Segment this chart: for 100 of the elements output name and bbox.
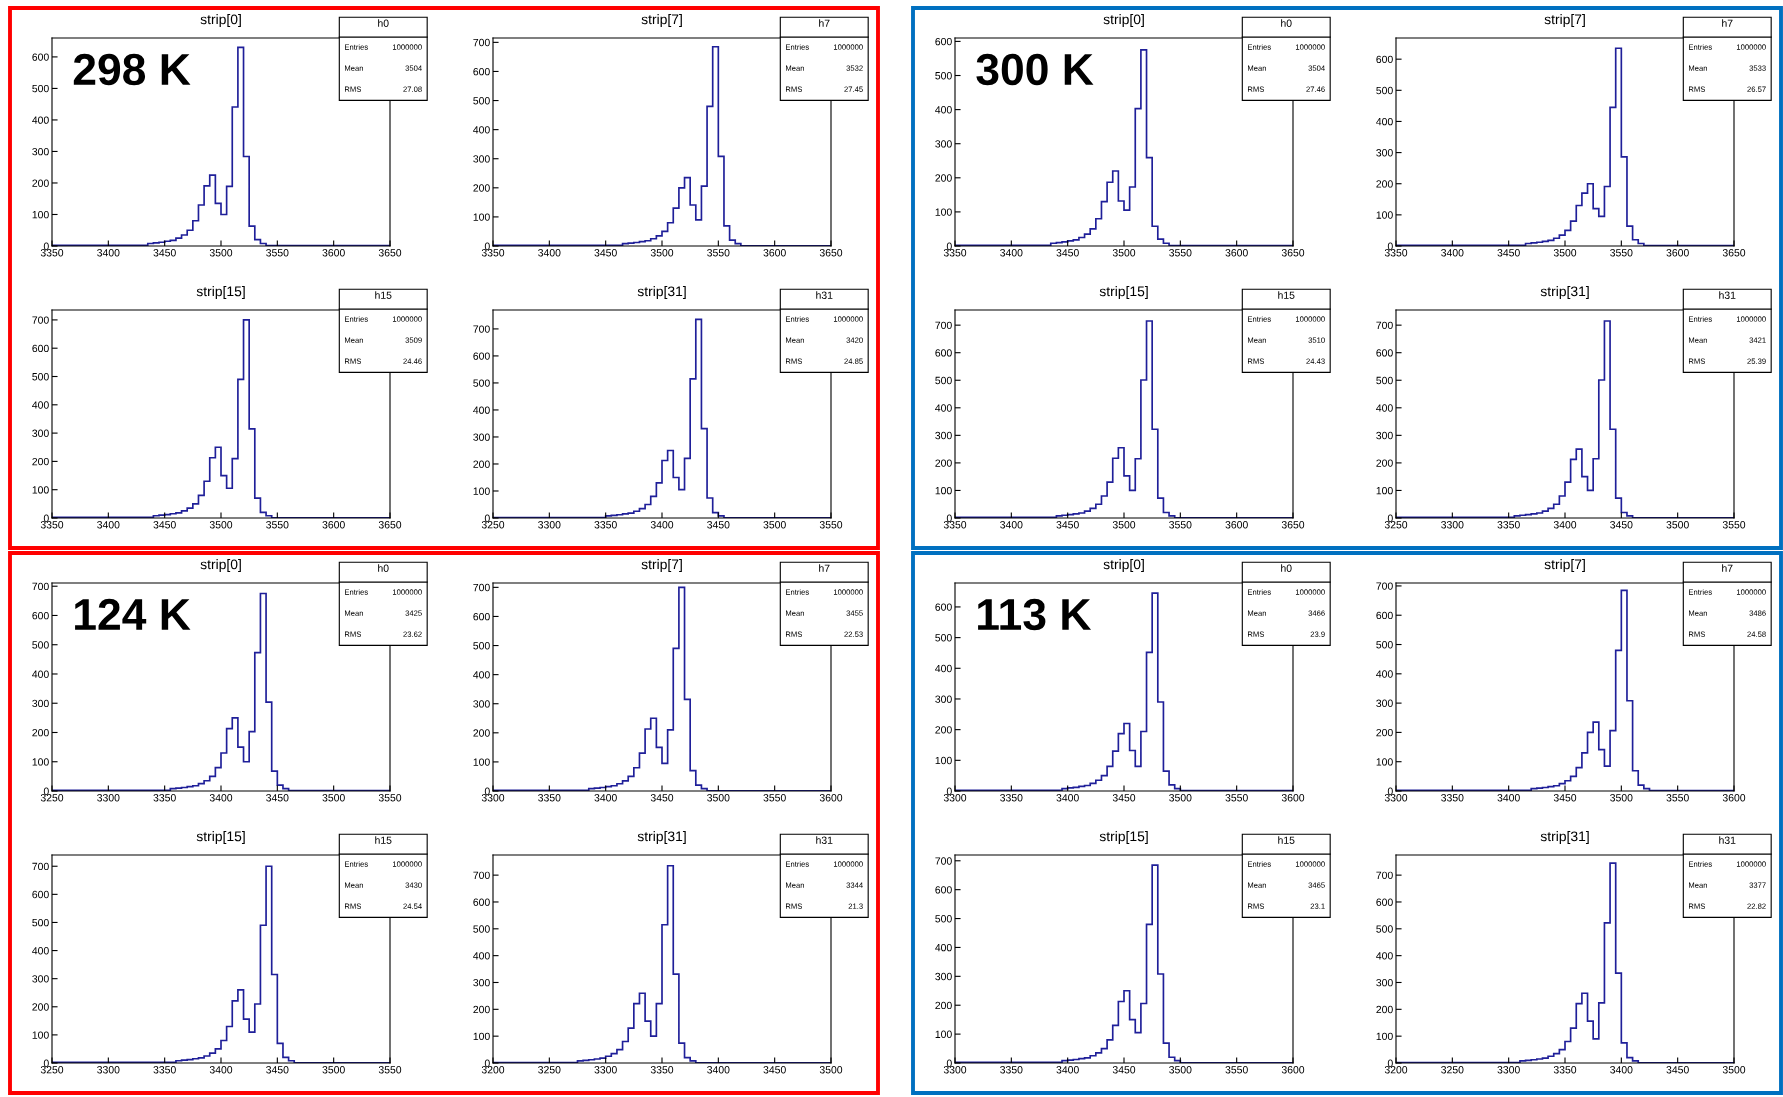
x-tick-label: 3300: [97, 1066, 120, 1074]
x-tick-label: 3250: [1441, 1066, 1464, 1074]
text: h15: [1278, 836, 1295, 844]
chart-title: strip[7]: [1544, 559, 1585, 572]
y-tick-label: 400: [935, 106, 952, 114]
y-tick-label: 400: [935, 404, 952, 412]
x-tick-label: 3400: [1056, 794, 1079, 802]
x-tick-label: 3300: [1497, 1066, 1520, 1074]
x-tick-label: 3550: [707, 249, 730, 257]
y-tick-label: 600: [1376, 611, 1393, 620]
y-tick-label: 300: [32, 147, 49, 156]
y-tick-label: 700: [473, 325, 490, 333]
y-tick-label: 300: [935, 695, 952, 703]
x-tick-label: 3350: [594, 521, 617, 529]
y-tick-label: 600: [1376, 55, 1393, 64]
y-tick-label: 600: [935, 349, 952, 357]
y-tick-label: 200: [32, 179, 49, 187]
text: h15: [375, 836, 392, 844]
x-tick-label: 3350: [1497, 521, 1520, 529]
y-tick-label: 500: [1376, 376, 1393, 385]
text: h7: [819, 564, 830, 572]
y-tick-label: 500: [32, 373, 49, 381]
y-tick-label: 100: [1376, 211, 1393, 219]
x-tick-label: 3450: [1056, 521, 1079, 529]
x-tick-label: 3550: [266, 521, 289, 529]
x-tick-label: 3450: [707, 521, 730, 529]
x-tick-label: 3500: [1722, 1066, 1746, 1074]
y-tick-label: 500: [32, 918, 49, 927]
y-tick-label: 200: [935, 174, 952, 182]
annotation: 124 K: [75, 598, 191, 630]
x-tick-label: 3400: [650, 521, 674, 529]
y-tick-label: 0: [946, 1059, 952, 1067]
text: h7: [1722, 19, 1733, 27]
y-tick-label: 700: [1376, 321, 1393, 330]
y-tick-label: 300: [473, 700, 490, 708]
chart-title: strip[15]: [196, 831, 245, 844]
y-tick-label: 700: [32, 582, 49, 591]
y-tick-label: 200: [1376, 728, 1393, 737]
x-tick-label: 3600: [322, 249, 345, 257]
x-tick-label: 3600: [763, 249, 786, 257]
y-tick-label: 100: [935, 486, 952, 495]
x-tick-label: 3500: [819, 1066, 843, 1074]
x-tick-label: 3600: [819, 794, 843, 802]
y-tick-label: 400: [32, 116, 49, 124]
y-tick-label: 200: [473, 729, 490, 737]
x-tick-label: 3450: [650, 794, 674, 802]
x-tick-label: 3500: [1610, 794, 1633, 802]
x-tick-label: 3650: [378, 249, 402, 257]
y-tick-label: 300: [32, 429, 49, 437]
y-tick-label: 600: [32, 890, 49, 899]
chart-title: strip[7]: [641, 14, 682, 27]
x-tick-label: 3350: [40, 521, 64, 529]
y-tick-label: 300: [32, 699, 49, 708]
y-tick-label: 500: [32, 641, 49, 649]
y-tick-label: 100: [32, 758, 49, 766]
text: h7: [1722, 564, 1733, 572]
chart-title: strip[15]: [1099, 831, 1148, 844]
chart-title: strip[7]: [1544, 14, 1585, 27]
text: h0: [1281, 564, 1292, 572]
y-tick-label: 200: [1376, 1005, 1393, 1014]
x-tick-label: 3450: [1666, 1066, 1689, 1074]
x-tick-label: 3400: [1610, 1066, 1633, 1074]
y-tick-label: 600: [1376, 349, 1393, 357]
y-tick-label: 0: [1387, 514, 1393, 522]
x-tick-label: 3550: [1225, 1066, 1248, 1074]
x-tick-label: 3400: [1056, 1066, 1079, 1074]
x-tick-label: 3500: [209, 249, 233, 257]
y-tick-label: 400: [935, 943, 952, 952]
x-tick-label: 3500: [707, 794, 730, 802]
y-tick-label: 400: [1376, 117, 1393, 126]
y-tick-label: 300: [473, 433, 490, 441]
x-tick-label: 3650: [1281, 249, 1305, 257]
y-tick-label: 600: [32, 344, 49, 353]
y-tick-label: 200: [935, 459, 952, 467]
chart-title: strip[0]: [200, 559, 241, 572]
text: h0: [1281, 19, 1292, 27]
y-tick-label: 700: [32, 316, 49, 324]
y-tick-label: 500: [32, 84, 49, 93]
y-tick-label: 700: [473, 38, 490, 47]
y-tick-label: 400: [1376, 670, 1393, 678]
x-tick-label: 3350: [1384, 249, 1408, 257]
x-tick-label: 3600: [1281, 794, 1305, 802]
x-tick-label: 3350: [1553, 1066, 1577, 1074]
x-tick-label: 3400: [209, 1066, 233, 1074]
x-tick-label: 3500: [1169, 1066, 1192, 1074]
x-tick-label: 3450: [266, 794, 289, 802]
annotation: 298 K: [73, 53, 191, 86]
y-tick-label: 600: [1376, 898, 1393, 906]
x-tick-label: 3550: [1225, 794, 1248, 802]
x-tick-label: 3500: [763, 521, 786, 529]
y-tick-label: 400: [473, 952, 490, 960]
x-tick-label: 3550: [1169, 249, 1192, 257]
y-tick-label: 100: [1376, 486, 1393, 495]
y-tick-label: 100: [473, 487, 490, 495]
y-tick-label: 100: [473, 213, 490, 221]
x-tick-label: 3250: [538, 1066, 561, 1074]
x-tick-label: 3250: [481, 521, 505, 529]
y-tick-label: 700: [1376, 582, 1393, 590]
x-tick-label: 3500: [1112, 249, 1136, 257]
x-tick-label: 3350: [1441, 794, 1464, 802]
